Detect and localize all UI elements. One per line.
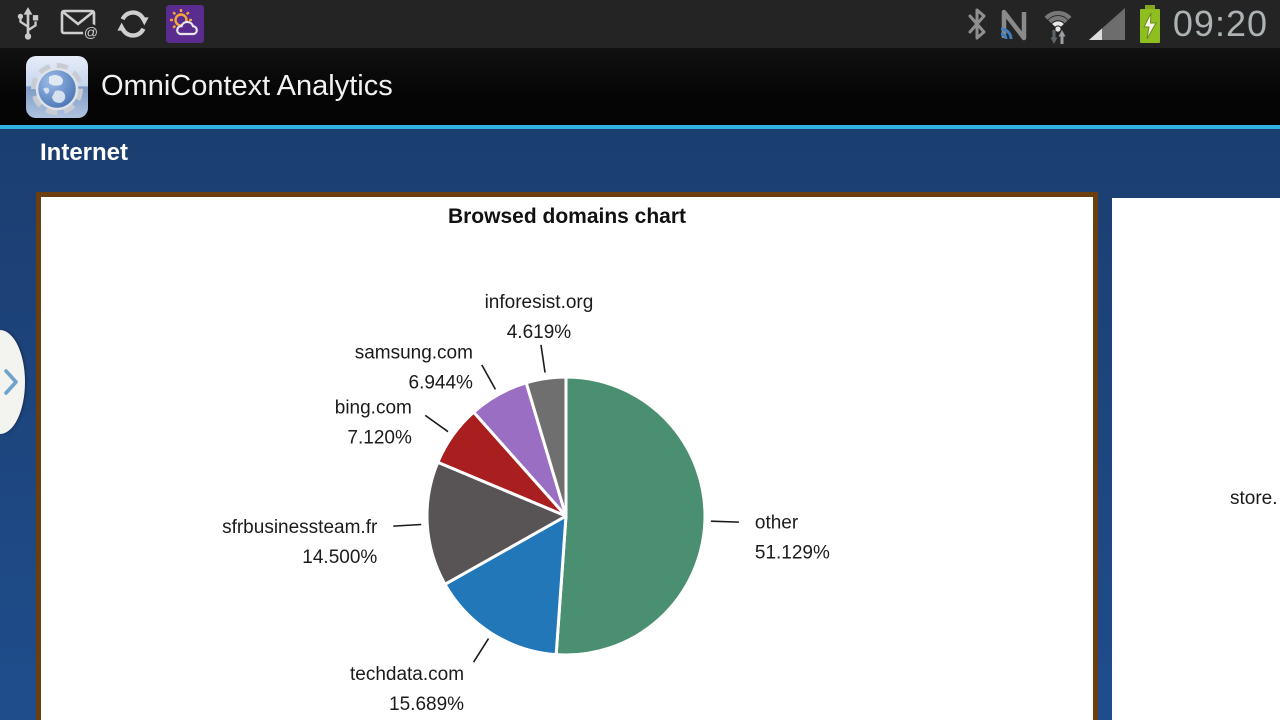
wifi-icon: [1044, 10, 1072, 44]
signal-icon: [1088, 8, 1125, 40]
action-bar: OmniContext Analytics: [0, 48, 1280, 125]
browsed-domains-card: Browsed domains chart other 51.129% techda…: [36, 192, 1098, 720]
sync-icon: [117, 10, 149, 38]
status-bar: @: [0, 0, 1280, 48]
chart-title: Browsed domains chart: [447, 205, 687, 228]
pie-label: 15.689%: [389, 694, 464, 715]
pie-slice-techdata.com: [443, 514, 568, 657]
pie-leader-line: [424, 414, 449, 433]
pie-chart-svg: other 51.129% techdata.com 15.689% sfrbusine…: [222, 292, 830, 715]
chevron-right-icon: [4, 369, 18, 395]
pie-label: sfrbusinessteam.fr: [222, 517, 378, 538]
status-bar-right-icons: 09:20: [966, 0, 1280, 48]
pie-label: techdata.com: [350, 664, 464, 685]
usb-icon: [17, 7, 39, 40]
email-icon: @: [60, 9, 99, 40]
battery-icon: [1139, 5, 1160, 43]
nfc-icon: [1000, 9, 1027, 41]
pie-slice-other: [554, 375, 707, 657]
next-page-card[interactable]: store.: [1112, 198, 1280, 720]
pie-label: 6.944%: [409, 373, 474, 394]
app-title: OmniContext Analytics: [101, 70, 393, 102]
pie-label: 51.129%: [755, 543, 830, 564]
pie-label: inforesist.org: [485, 292, 594, 313]
accent-divider: [0, 125, 1280, 129]
pie-slice-inforesist.org: [524, 375, 568, 518]
status-bar-left-icons: @: [0, 5, 204, 43]
partial-chart-label: store.: [1230, 488, 1278, 509]
pie-slice-sfrbusinessteam.fr: [425, 460, 568, 586]
app-icon[interactable]: [25, 55, 89, 119]
pie-leader-line: [393, 523, 422, 527]
bluetooth-icon: [968, 8, 986, 40]
section-title: Internet: [40, 139, 129, 166]
pie-label: 4.619%: [507, 322, 572, 343]
pie-label: 14.500%: [302, 547, 377, 568]
pie-leader-line: [710, 520, 739, 523]
pie-label: other: [755, 513, 799, 534]
pie-leader-line: [540, 344, 546, 373]
svg-text:@: @: [84, 24, 98, 40]
pie-label: samsung.com: [355, 343, 473, 364]
clock: 09:20: [1172, 3, 1268, 44]
weather-icon: [166, 5, 204, 43]
pie-leader-line: [481, 364, 497, 390]
pie-label: 7.120%: [347, 427, 412, 448]
pie-label: bing.com: [335, 397, 412, 418]
pie-leader-line: [472, 638, 490, 663]
